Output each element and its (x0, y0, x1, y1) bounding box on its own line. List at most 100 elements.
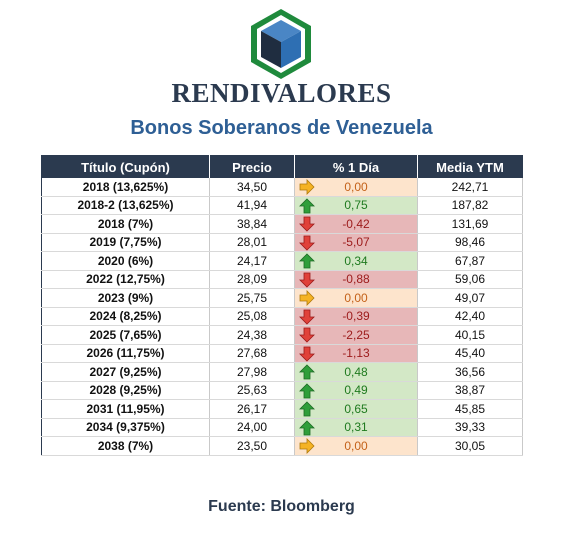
bond-change-cell: -1,13 (294, 344, 418, 363)
table-row: 2022 (12,75%) 28,09 -0,88 59,06 (41, 270, 523, 289)
bond-title: 2034 (9,375%) (41, 418, 210, 437)
bond-price: 25,75 (209, 288, 295, 308)
table-row: 2027 (9,25%) 27,98 0,48 36,56 (41, 362, 523, 382)
bond-change: -2,25 (342, 327, 370, 342)
arrow-right-icon (299, 290, 315, 306)
arrow-down-icon (299, 327, 315, 343)
bond-change-cell: 0,00 (294, 178, 418, 197)
bond-title: 2023 (9%) (41, 288, 210, 308)
bond-ytm: 131,69 (417, 214, 523, 234)
table-row: 2019 (7,75%) 28,01 -5,07 98,46 (41, 233, 523, 252)
bond-change-cell: 0,00 (294, 288, 418, 308)
table-row: 2028 (9,25%) 25,63 0,49 38,87 (41, 381, 523, 400)
bond-title: 2038 (7%) (41, 436, 210, 456)
column-header-title: Título (Cupón) (41, 155, 210, 178)
bond-title: 2018 (7%) (41, 214, 210, 234)
arrow-right-icon (299, 438, 315, 454)
bond-ytm: 49,07 (417, 288, 523, 308)
arrow-up-icon (299, 382, 315, 399)
arrow-down-icon (299, 346, 315, 362)
bond-change: 0,34 (344, 253, 368, 268)
bond-change-cell: -0,88 (294, 270, 418, 289)
bond-title: 2018-2 (13,625%) (41, 196, 210, 215)
bond-change-cell: 0,49 (294, 381, 418, 400)
brand-name: RENDIVALORES (171, 78, 392, 108)
bond-change: 0,00 (344, 179, 368, 194)
table-row: 2031 (11,95%) 26,17 0,65 45,85 (41, 399, 523, 419)
bond-change: 0,31 (344, 420, 368, 435)
arrow-up-icon (299, 401, 315, 417)
bond-change: 0,75 (344, 198, 368, 213)
bond-ytm: 67,87 (417, 251, 523, 271)
bond-change: 0,49 (344, 383, 368, 398)
bond-change-cell: -2,25 (294, 325, 418, 345)
bond-title: 2026 (11,75%) (41, 344, 210, 363)
table-row: 2020 (6%) 24,17 0,34 67,87 (41, 251, 523, 271)
arrow-up-icon (299, 364, 315, 380)
table-row: 2024 (8,25%) 25,08 -0,39 42,40 (41, 307, 523, 326)
bond-price: 38,84 (209, 214, 295, 234)
bond-price: 24,38 (209, 325, 295, 345)
bond-change: -0,42 (342, 216, 370, 231)
bond-price: 27,68 (209, 344, 295, 363)
bond-ytm: 40,15 (417, 325, 523, 345)
bond-ytm: 59,06 (417, 270, 523, 289)
bond-ytm: 42,40 (417, 307, 523, 326)
table-row: 2018-2 (13,625%) 41,94 0,75 187,82 (41, 196, 523, 215)
bond-price: 24,00 (209, 418, 295, 437)
table-row: 2023 (9%) 25,75 0,00 49,07 (41, 288, 523, 308)
arrow-down-icon (299, 235, 315, 251)
arrow-up-icon (299, 419, 315, 436)
bonds-table: Título (Cupón) Precio % 1 Día Media YTM … (41, 155, 523, 456)
bond-title: 2018 (13,625%) (41, 178, 210, 197)
column-header-price: Precio (209, 155, 295, 178)
bond-price: 28,09 (209, 270, 295, 289)
bond-change-cell: 0,34 (294, 251, 418, 271)
bond-title: 2025 (7,65%) (41, 325, 210, 345)
bond-ytm: 36,56 (417, 362, 523, 382)
bond-ytm: 187,82 (417, 196, 523, 215)
arrow-down-icon (299, 216, 315, 232)
arrow-down-icon (299, 309, 315, 325)
bond-price: 25,63 (209, 381, 295, 400)
bond-ytm: 30,05 (417, 436, 523, 456)
bond-price: 26,17 (209, 399, 295, 419)
bond-title: 2027 (9,25%) (41, 362, 210, 382)
bond-ytm: 242,71 (417, 178, 523, 197)
bond-price: 23,50 (209, 436, 295, 456)
bond-change: 0,65 (344, 401, 368, 416)
bond-ytm: 45,85 (417, 399, 523, 419)
bond-change-cell: -0,39 (294, 307, 418, 326)
bond-price: 28,01 (209, 233, 295, 252)
bond-price: 34,50 (209, 178, 295, 197)
rendivalores-logo (251, 9, 311, 79)
column-header-ytm: Media YTM (417, 155, 523, 178)
column-header-change: % 1 Día (294, 155, 418, 178)
table-row: 2038 (7%) 23,50 0,00 30,05 (41, 436, 523, 456)
table-row: 2026 (11,75%) 27,68 -1,13 45,40 (41, 344, 523, 363)
bond-price: 24,17 (209, 251, 295, 271)
table-row: 2034 (9,375%) 24,00 0,31 39,33 (41, 418, 523, 437)
bond-change: 0,00 (344, 438, 368, 453)
bond-ytm: 38,87 (417, 381, 523, 400)
bond-title: 2024 (8,25%) (41, 307, 210, 326)
arrow-up-icon (299, 253, 315, 269)
bond-price: 27,98 (209, 362, 295, 382)
table-body: 2018 (13,625%) 34,50 0,00 242,71 2018-2 (13,… (41, 178, 523, 456)
bond-ytm: 45,40 (417, 344, 523, 363)
bond-change-cell: 0,00 (294, 436, 418, 456)
bond-ytm: 39,33 (417, 418, 523, 437)
bond-change-cell: 0,31 (294, 418, 418, 437)
table-row: 2025 (7,65%) 24,38 -2,25 40,15 (41, 325, 523, 345)
bond-change: -5,07 (342, 235, 370, 250)
bond-change-cell: 0,75 (294, 196, 418, 215)
bond-price: 25,08 (209, 307, 295, 326)
table-header-row: Título (Cupón) Precio % 1 Día Media YTM (41, 155, 523, 178)
arrow-down-icon (299, 272, 315, 288)
bond-change-cell: 0,48 (294, 362, 418, 382)
bond-title: 2019 (7,75%) (41, 233, 210, 252)
bond-change: -1,13 (342, 346, 370, 361)
page-title: Bonos Soberanos de Venezuela (130, 117, 433, 139)
bond-title: 2022 (12,75%) (41, 270, 210, 289)
bond-price: 41,94 (209, 196, 295, 215)
